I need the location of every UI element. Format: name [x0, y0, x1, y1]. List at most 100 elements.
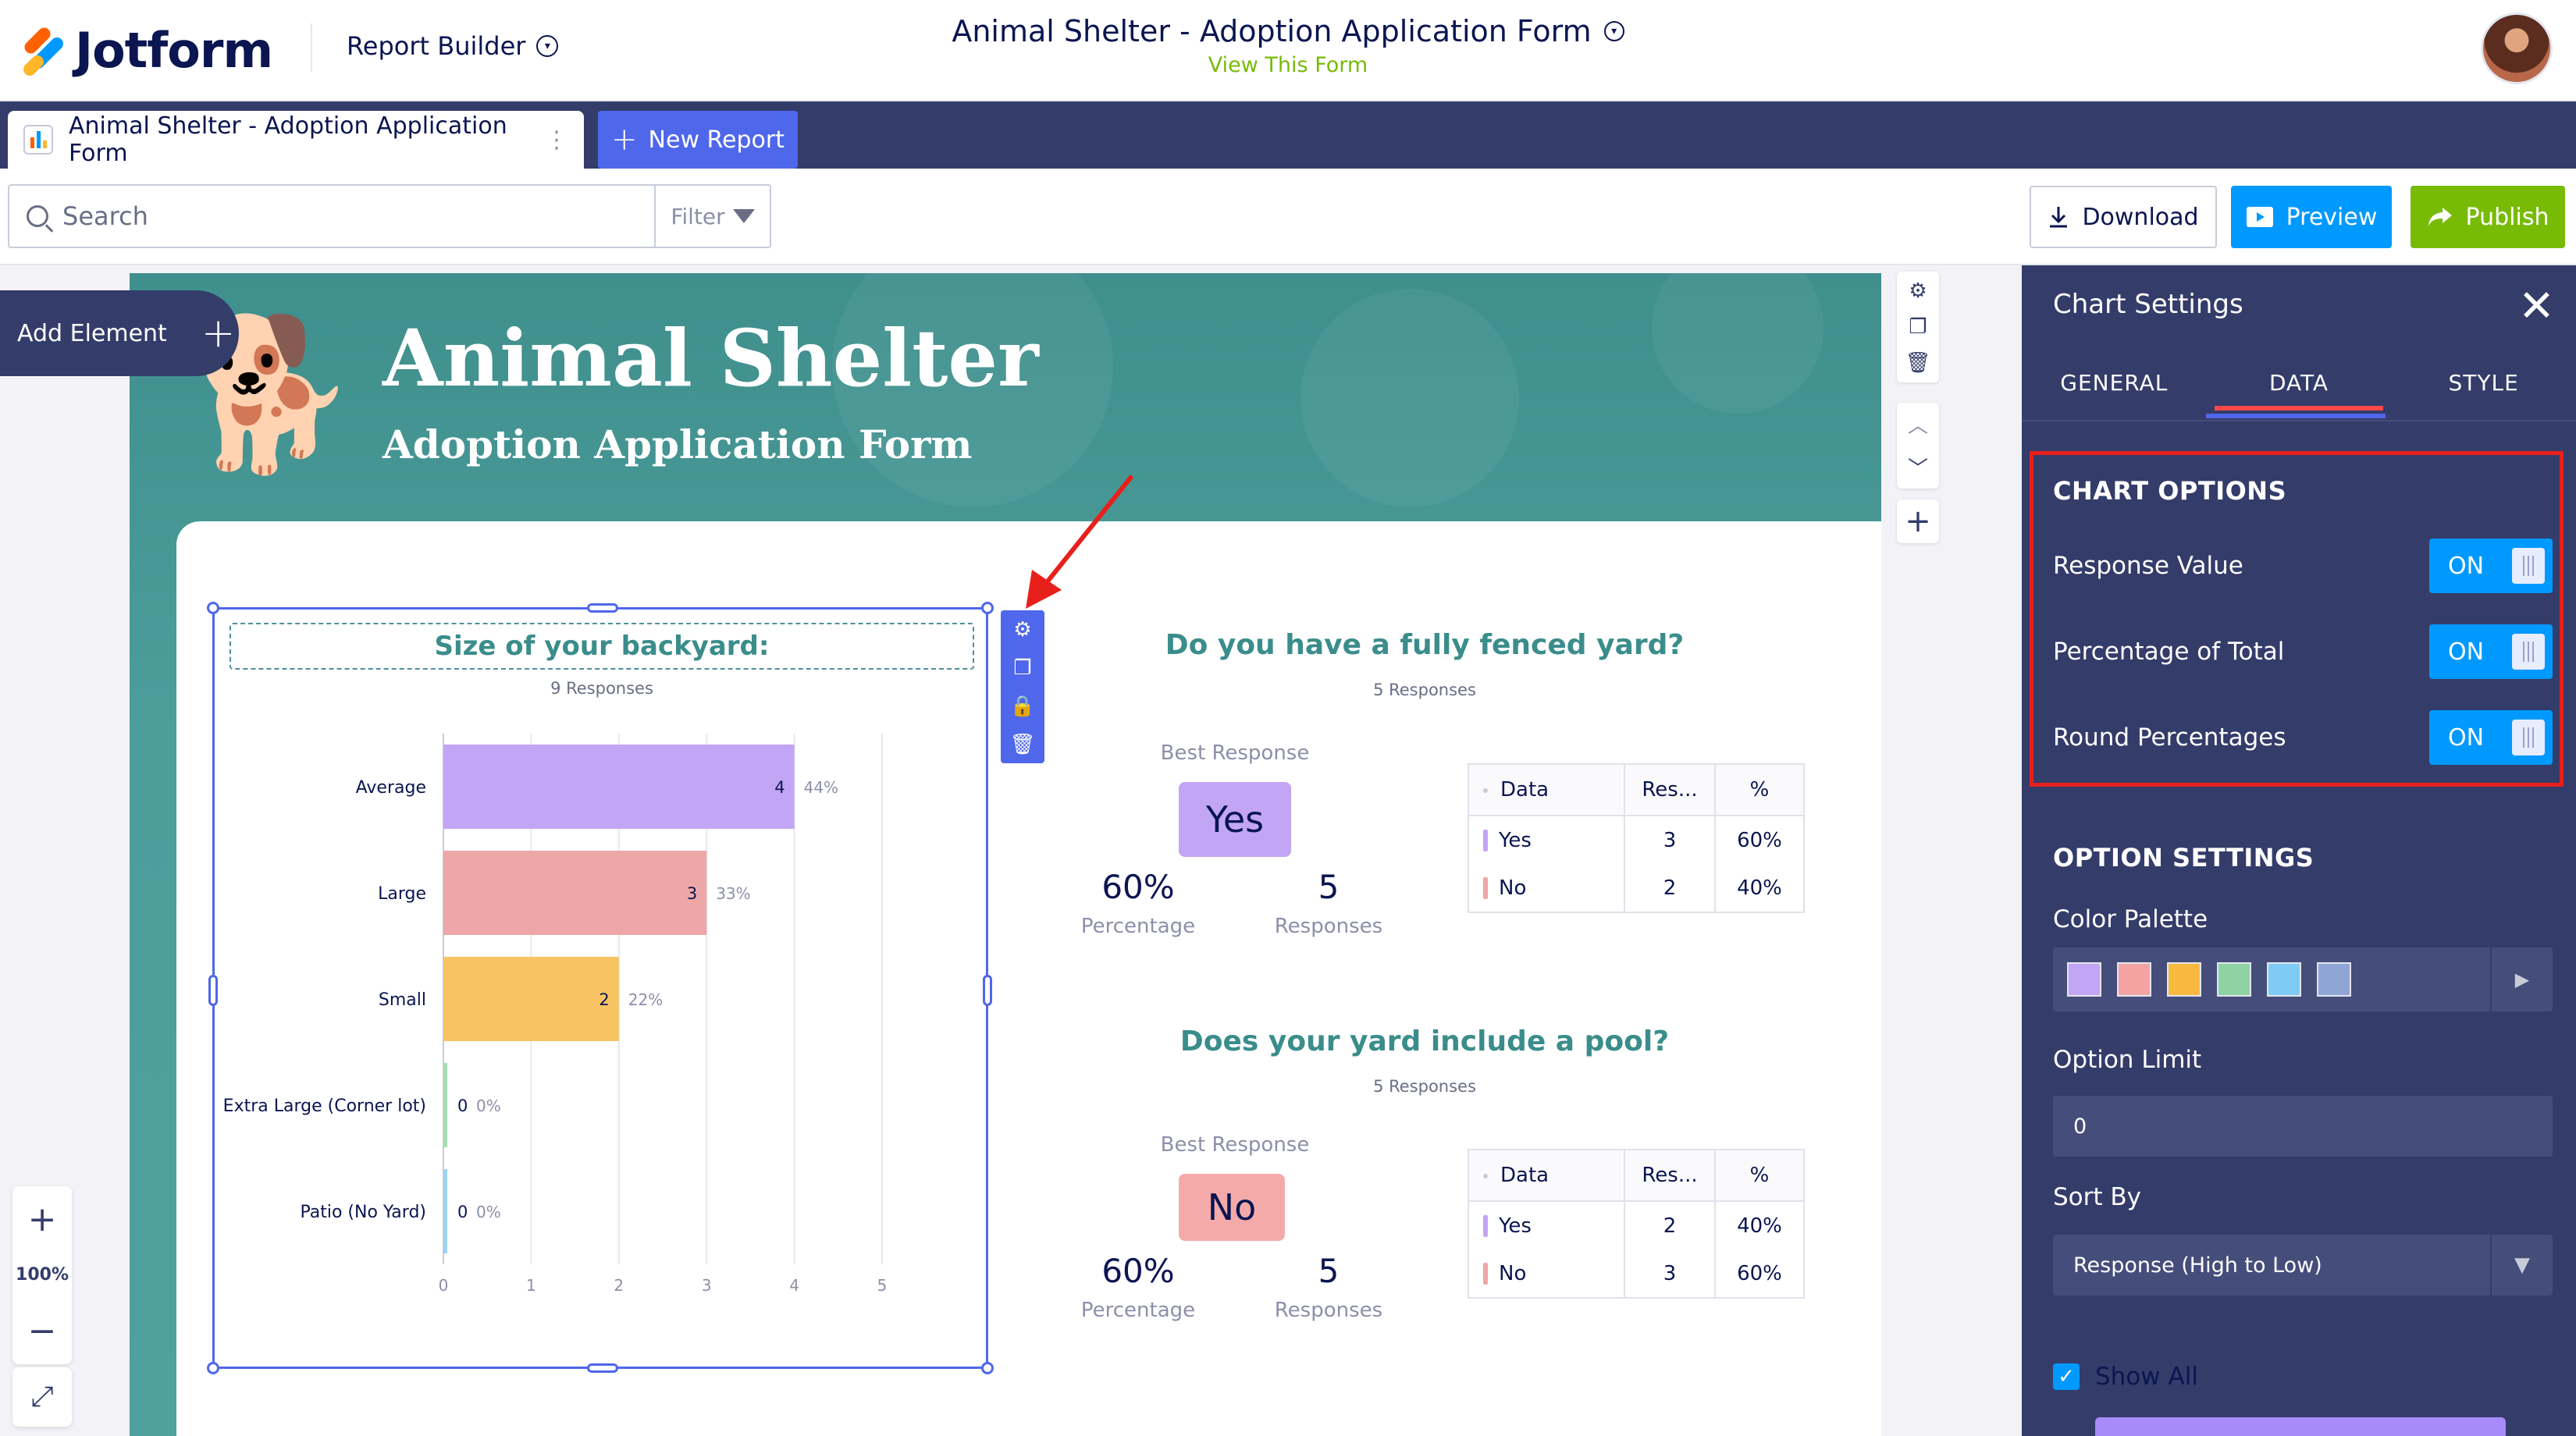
- view-form-link[interactable]: View This Form: [1208, 53, 1368, 77]
- download-button[interactable]: Download: [2030, 186, 2217, 248]
- avatar[interactable]: [2481, 12, 2553, 84]
- toggle-knob: [2512, 548, 2545, 584]
- sort-by-select[interactable]: Response (High to Low) ▼: [2053, 1235, 2553, 1296]
- zoom-controls: + 100% −: [12, 1186, 72, 1364]
- value-label: 2: [599, 990, 609, 1009]
- settings-gear-icon[interactable]: ⚙: [1013, 617, 1032, 642]
- sort-by-label: Sort By: [2053, 1183, 2142, 1211]
- response-value-toggle[interactable]: ON: [2429, 538, 2553, 593]
- header-divider: [311, 23, 312, 72]
- percentage-of-total-toggle[interactable]: ON: [2429, 624, 2553, 679]
- search-input[interactable]: [62, 201, 531, 231]
- duplicate-icon[interactable]: ❐: [1013, 656, 1032, 680]
- chevron-up-icon[interactable]: ︿: [1907, 414, 1928, 438]
- chart-title[interactable]: Size of your backyard:: [229, 623, 974, 670]
- row-percent: 40%: [1714, 1201, 1804, 1249]
- close-icon[interactable]: ✕: [2518, 281, 2555, 332]
- show-all-label: Show All: [2095, 1363, 2198, 1391]
- column-header: Res...: [1624, 763, 1716, 816]
- chevron-down-icon[interactable]: ﹀: [1907, 457, 1928, 481]
- resize-handle[interactable]: [587, 1363, 618, 1373]
- lock-icon[interactable]: 🔒: [1009, 694, 1036, 718]
- toggle-state: ON: [2448, 723, 2485, 752]
- resize-handle[interactable]: [207, 602, 219, 614]
- expand-icon: ⤢: [30, 1381, 54, 1413]
- color-palette-picker[interactable]: ▶: [2053, 947, 2553, 1011]
- chevron-right-icon[interactable]: ▶: [2490, 947, 2553, 1011]
- report-title: Animal Shelter: [382, 312, 1039, 404]
- active-tab-indicator: [2206, 414, 2386, 418]
- resize-handle[interactable]: [983, 975, 992, 1006]
- page-settings-icon[interactable]: ⚙: [1909, 279, 1927, 303]
- panel-action-button[interactable]: [2095, 1417, 2506, 1436]
- table-row: No 3 60%: [1468, 1249, 1804, 1298]
- share-arrow-icon: [2428, 208, 2452, 226]
- percent-label: 44%: [804, 778, 838, 797]
- responses-label: Responses: [1274, 915, 1383, 938]
- sort-by-value: Response (High to Low): [2073, 1253, 2322, 1278]
- preview-button[interactable]: Preview: [2231, 186, 2392, 248]
- option-label: Response Value: [2053, 552, 2243, 580]
- option-round-percentages: Round Percentages ON: [2053, 710, 2553, 765]
- round-percentages-toggle[interactable]: ON: [2429, 710, 2553, 765]
- annotation-arrow: [1026, 475, 1134, 609]
- jotform-logo[interactable]: Jotform: [19, 22, 273, 79]
- option-limit-input[interactable]: 0: [2053, 1096, 2553, 1157]
- bar-chart: 0 1 2 3 4 5 Average 4 44% Large 3 33% Small 2 22% Extra…: [223, 734, 887, 1295]
- duplicate-page-icon[interactable]: ❐: [1909, 315, 1927, 339]
- resize-handle[interactable]: [207, 1362, 219, 1374]
- palette-swatch: [2267, 962, 2301, 997]
- table-row: Yes 2 40%: [1468, 1201, 1804, 1249]
- table-header-row: Data Res... %: [1468, 1149, 1805, 1202]
- publish-button[interactable]: Publish: [2411, 186, 2565, 248]
- percent-label: 33%: [716, 884, 750, 903]
- more-options-icon[interactable]: ⋮: [545, 126, 568, 154]
- resize-handle[interactable]: [981, 1362, 994, 1374]
- publish-label: Publish: [2465, 203, 2549, 231]
- tab-style[interactable]: STYLE: [2448, 370, 2519, 396]
- report-builder-menu[interactable]: Report Builder ▾: [347, 31, 559, 61]
- palette-swatch: [2067, 962, 2101, 997]
- tab-general[interactable]: GENERAL: [2060, 370, 2169, 396]
- fullscreen-button[interactable]: ⤢: [12, 1367, 72, 1427]
- row-percent: 40%: [1714, 864, 1804, 912]
- new-report-button[interactable]: + New Report: [598, 111, 798, 169]
- show-all-checkbox[interactable]: ✓: [2053, 1363, 2080, 1390]
- zoom-in-button[interactable]: +: [27, 1199, 57, 1239]
- plus-icon: +: [201, 310, 236, 357]
- row-count: 2: [1624, 864, 1715, 912]
- value-label: 0: [457, 1203, 468, 1221]
- chevron-down-icon: ▼: [2490, 1235, 2553, 1296]
- column-header: %: [1714, 1149, 1805, 1202]
- color-palette-label: Color Palette: [2053, 905, 2208, 933]
- form-title[interactable]: Animal Shelter - Adoption Application Fo…: [952, 14, 1624, 48]
- trash-icon[interactable]: 🗑: [1009, 732, 1036, 756]
- table-row: Yes 3 60%: [1468, 816, 1804, 864]
- tab-report[interactable]: Animal Shelter - Adoption Application Fo…: [8, 111, 584, 169]
- bar: [443, 745, 795, 829]
- column-header: Data: [1468, 1149, 1625, 1202]
- percent-label: 0%: [476, 1097, 501, 1115]
- resize-handle[interactable]: [587, 603, 618, 613]
- bar: [443, 957, 619, 1041]
- best-response-badge: No: [1179, 1174, 1285, 1241]
- option-label: Percentage of Total: [2053, 638, 2285, 666]
- resize-handle[interactable]: [208, 975, 218, 1006]
- add-element-button[interactable]: Add Element +: [0, 290, 239, 376]
- chart-options-heading: CHART OPTIONS: [2053, 476, 2287, 506]
- toggle-state: ON: [2448, 638, 2485, 666]
- question-title: Do you have a fully fenced yard?: [1165, 629, 1685, 661]
- chart-selection-frame[interactable]: [207, 602, 994, 1374]
- tab-data[interactable]: DATA: [2207, 357, 2392, 420]
- zoom-out-button[interactable]: −: [27, 1311, 57, 1352]
- row-label: Yes: [1468, 816, 1624, 864]
- filter-button[interactable]: Filter: [656, 186, 770, 247]
- row-count: 3: [1624, 1249, 1715, 1298]
- delete-page-icon[interactable]: 🗑: [1905, 351, 1931, 375]
- table-header-row: Data Res... %: [1468, 763, 1805, 816]
- plus-icon: +: [1905, 503, 1931, 539]
- row-percent: 60%: [1714, 816, 1804, 864]
- add-page-button[interactable]: +: [1897, 499, 1939, 543]
- resize-handle[interactable]: [981, 602, 994, 614]
- show-all-option[interactable]: ✓ Show All: [2053, 1363, 2198, 1391]
